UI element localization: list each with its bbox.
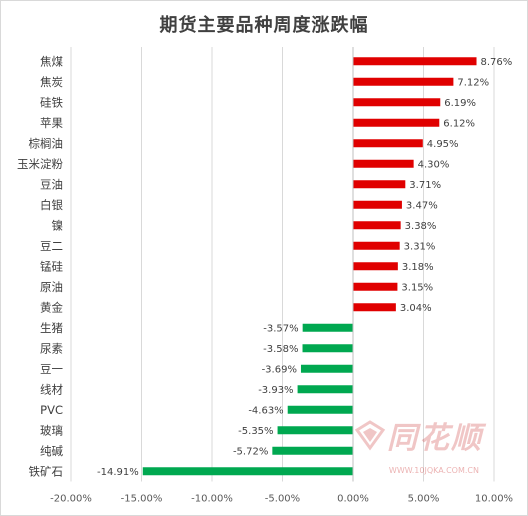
bar xyxy=(353,139,423,148)
data-label: 4.95% xyxy=(427,139,459,150)
bar xyxy=(353,77,454,86)
x-tick-label: -20.00% xyxy=(50,494,92,505)
category-label: 黄金 xyxy=(40,300,63,314)
bar xyxy=(302,323,353,332)
bar xyxy=(297,385,353,394)
data-label: 6.12% xyxy=(443,118,475,129)
data-label: -3.93% xyxy=(258,385,293,396)
data-label: -5.35% xyxy=(238,426,273,437)
category-label: 线材 xyxy=(40,382,63,396)
bar xyxy=(287,405,353,414)
watermark: 同花顺 xyxy=(353,413,483,457)
bar xyxy=(353,303,396,312)
data-label: 4.30% xyxy=(418,159,450,170)
data-label: -3.58% xyxy=(263,344,298,355)
data-label: 3.71% xyxy=(409,180,441,191)
category-label: 豆二 xyxy=(40,239,63,253)
category-label: 焦炭 xyxy=(40,75,63,89)
data-label: -3.69% xyxy=(262,364,297,375)
data-label: -4.63% xyxy=(248,405,283,416)
x-tick-label: 5.00% xyxy=(408,494,440,505)
watermark-text: 同花顺 xyxy=(387,421,483,456)
x-tick-label: -5.00% xyxy=(265,494,300,505)
data-label: 3.18% xyxy=(402,262,434,273)
data-label: -14.91% xyxy=(97,467,139,478)
bar xyxy=(142,467,353,476)
data-label: 3.38% xyxy=(405,221,437,232)
bar xyxy=(353,118,440,127)
category-label: 白银 xyxy=(40,198,63,212)
category-label: PVC xyxy=(40,403,63,417)
category-label: 纯碱 xyxy=(40,444,63,458)
data-label: -5.72% xyxy=(233,446,268,457)
bar xyxy=(353,282,398,291)
bar xyxy=(353,180,406,189)
x-tick-label: -15.00% xyxy=(121,494,163,505)
category-label: 铁矿石 xyxy=(29,464,64,478)
data-label: 3.47% xyxy=(406,200,438,211)
data-label: 8.76% xyxy=(481,57,513,68)
x-tick-label: -10.00% xyxy=(191,494,233,505)
category-label: 锰硅 xyxy=(40,259,63,273)
bar xyxy=(277,426,353,435)
x-tick-label: 10.00% xyxy=(475,494,513,505)
bar xyxy=(353,241,400,250)
category-label: 镍 xyxy=(52,218,64,232)
bar xyxy=(353,98,441,107)
bar xyxy=(353,159,414,168)
data-label: 3.04% xyxy=(400,303,432,314)
watermark-url: WWW.10JQKA.COM.CN xyxy=(388,466,479,475)
category-label: 棕榈油 xyxy=(29,136,64,150)
category-label: 玉米淀粉 xyxy=(17,157,63,171)
category-label: 苹果 xyxy=(40,116,63,130)
bar xyxy=(300,364,353,373)
bar xyxy=(353,262,398,271)
data-label: 3.31% xyxy=(404,241,436,252)
ths-logo-icon xyxy=(354,420,386,451)
category-label: 生猪 xyxy=(40,321,63,335)
bar xyxy=(272,446,353,455)
bar xyxy=(353,200,402,209)
category-label: 玻璃 xyxy=(40,423,63,437)
data-label: 7.12% xyxy=(457,77,489,88)
category-label: 硅铁 xyxy=(40,95,63,109)
category-label: 豆一 xyxy=(40,362,63,376)
category-label: 豆油 xyxy=(40,177,63,191)
category-label: 焦煤 xyxy=(40,54,63,68)
chart-title: 期货主要品种周度涨跌幅 xyxy=(159,15,369,36)
category-label: 原油 xyxy=(40,280,63,294)
data-label: 3.15% xyxy=(401,282,433,293)
data-label: -3.57% xyxy=(263,323,298,334)
category-label: 尿素 xyxy=(40,341,63,355)
bar xyxy=(302,344,353,353)
data-label: 6.19% xyxy=(444,98,476,109)
x-tick-label: 0.00% xyxy=(337,494,369,505)
bar xyxy=(353,57,477,66)
bar xyxy=(353,221,401,230)
